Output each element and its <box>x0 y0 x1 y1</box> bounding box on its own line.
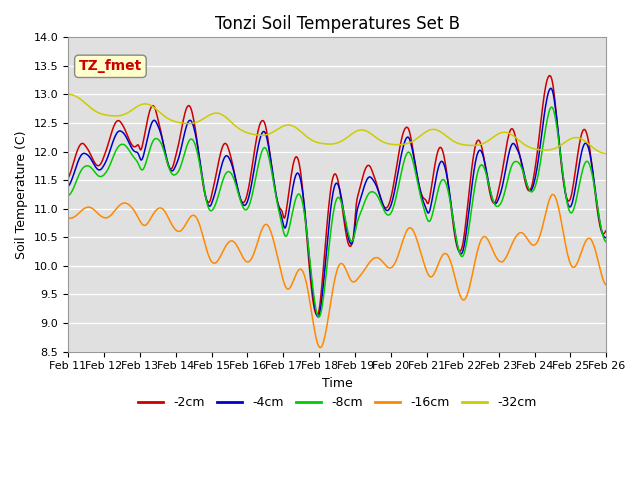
-2cm <box>314 312 321 318</box>
-2cm <box>546 73 554 79</box>
-4cm <box>184 120 191 125</box>
-2cm <box>64 175 72 180</box>
-32cm <box>184 120 191 126</box>
-4cm <box>602 235 610 240</box>
Line: -16cm: -16cm <box>68 194 606 348</box>
-8cm <box>602 239 610 245</box>
-4cm <box>129 147 137 153</box>
-32cm <box>64 91 72 97</box>
-4cm <box>314 314 322 320</box>
-2cm <box>403 124 411 130</box>
Y-axis label: Soil Temperature (C): Soil Temperature (C) <box>15 130 28 259</box>
-2cm <box>184 103 191 109</box>
-8cm <box>403 150 411 156</box>
-32cm <box>74 95 82 100</box>
-2cm <box>212 171 220 177</box>
-16cm <box>549 192 557 197</box>
-16cm <box>212 260 220 265</box>
-8cm <box>64 192 72 198</box>
Line: -8cm: -8cm <box>68 107 606 317</box>
Line: -32cm: -32cm <box>68 94 606 154</box>
-2cm <box>129 144 137 149</box>
-32cm <box>129 107 137 112</box>
Legend: -2cm, -4cm, -8cm, -16cm, -32cm: -2cm, -4cm, -8cm, -16cm, -32cm <box>133 391 541 414</box>
X-axis label: Time: Time <box>322 377 353 390</box>
-4cm <box>64 183 72 189</box>
-16cm <box>129 206 137 212</box>
Text: TZ_fmet: TZ_fmet <box>79 60 142 73</box>
-8cm <box>212 199 220 205</box>
-2cm <box>602 228 610 233</box>
-4cm <box>212 185 220 191</box>
-32cm <box>403 141 410 146</box>
-4cm <box>547 85 555 91</box>
-16cm <box>419 257 427 263</box>
-32cm <box>602 151 610 156</box>
-8cm <box>74 175 82 180</box>
-8cm <box>419 203 427 208</box>
Line: -2cm: -2cm <box>68 76 606 315</box>
-4cm <box>74 159 82 165</box>
-8cm <box>184 141 191 146</box>
-8cm <box>129 154 137 159</box>
-32cm <box>419 132 426 137</box>
-16cm <box>184 218 191 224</box>
Title: Tonzi Soil Temperatures Set B: Tonzi Soil Temperatures Set B <box>214 15 460 33</box>
-16cm <box>403 227 411 233</box>
-4cm <box>419 198 427 204</box>
-16cm <box>74 211 82 217</box>
-16cm <box>317 345 324 350</box>
-2cm <box>74 146 82 152</box>
-4cm <box>403 134 411 140</box>
-16cm <box>602 282 610 288</box>
-16cm <box>64 216 72 221</box>
-32cm <box>212 110 220 116</box>
Line: -4cm: -4cm <box>68 88 606 317</box>
-2cm <box>419 194 427 200</box>
-8cm <box>315 314 323 320</box>
-8cm <box>548 104 556 110</box>
